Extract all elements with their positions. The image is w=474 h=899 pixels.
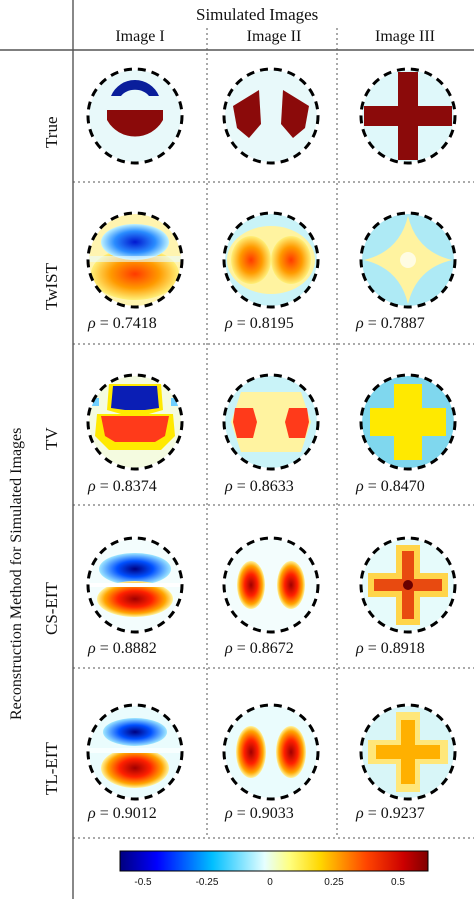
rho-twist-image-2: ρ = 0.8195 [225,315,294,332]
panel-cs-eit-image-2 [222,536,320,634]
colorbar-tick-1: -0.5 [134,877,152,888]
colorbar-tick-2: -0.25 [195,877,219,888]
figure-title: Simulated Images [196,5,319,24]
panel-tv-image-1 [86,373,184,471]
rho-twist-image-3: ρ = 0.7887 [356,315,425,332]
column-header-image-3: Image III [375,28,435,45]
panel-twist-image-1 [86,211,184,309]
rho-tl-eit-image-1: ρ = 0.9012 [88,805,157,822]
rho-twist-image-1: ρ = 0.7418 [88,315,157,332]
panel-tv-image-2 [222,373,320,471]
rho-cs-eit-image-3: ρ = 0.8918 [356,640,425,657]
rho-tl-eit-image-2: ρ = 0.9033 [225,805,294,822]
rho-tv-image-1: ρ = 0.8374 [88,478,157,495]
panel-twist-image-3 [359,211,457,309]
panel-twist-image-2 [222,211,320,309]
rho-tl-eit-image-3: ρ = 0.9237 [356,805,425,822]
rho-cs-eit-image-1: ρ = 0.8882 [88,640,157,657]
panel-tl-eit-image-1 [86,703,184,801]
panel-true-image-3 [359,67,457,165]
panel-tl-eit-image-3 [359,703,457,801]
colorbar-tick-5: 0.5 [391,877,405,888]
colorbar-tick-3: 0 [267,877,273,888]
column-header-image-2: Image II [246,28,302,45]
panel-true-image-2 [222,67,320,165]
panel-tl-eit-image-2 [222,703,320,801]
panel-cs-eit-image-1 [86,536,184,634]
panel-cs-eit-image-3 [359,536,457,634]
rho-tv-image-3: ρ = 0.8470 [356,478,425,495]
panel-true-image-1 [86,67,184,165]
column-header-image-1: Image I [115,28,165,45]
colorbar-tick-4: 0.25 [324,877,344,888]
rho-tv-image-2: ρ = 0.8633 [225,478,294,495]
rho-cs-eit-image-2: ρ = 0.8672 [225,640,294,657]
panel-tv-image-3 [359,373,457,471]
colorbar [119,850,429,872]
